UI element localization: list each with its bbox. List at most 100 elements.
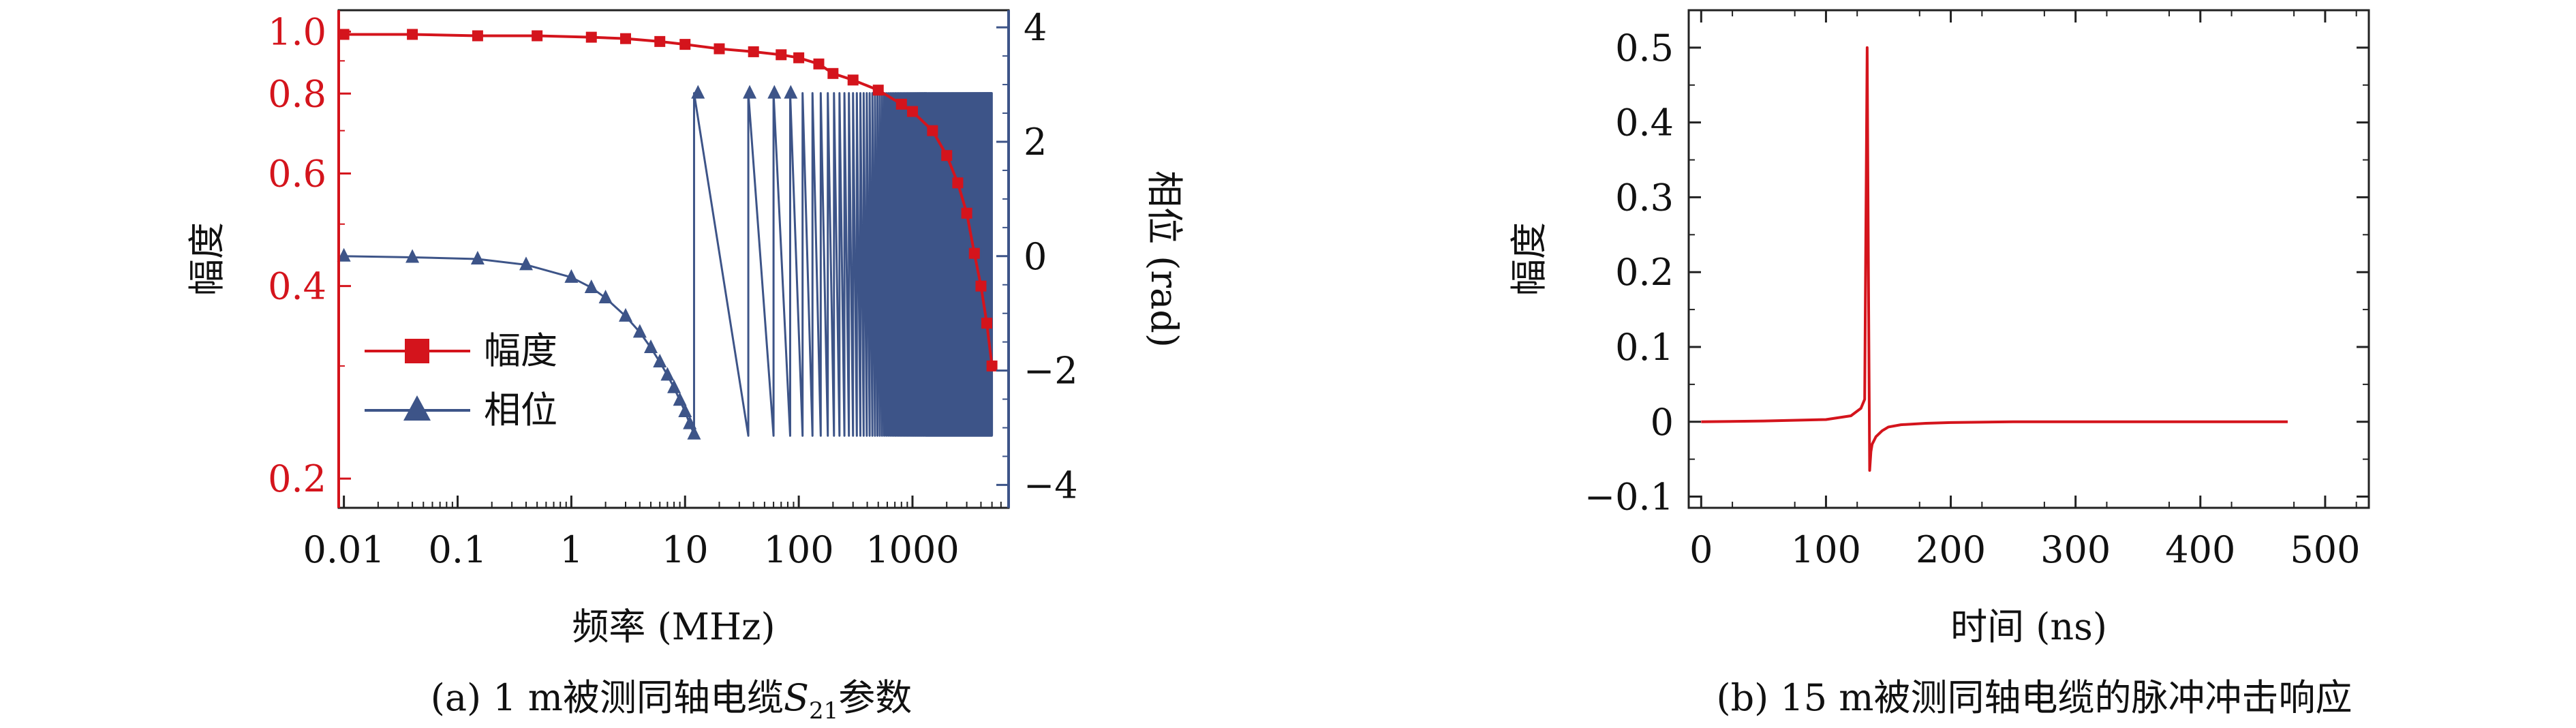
x-tick-label: 500 [2290, 528, 2360, 571]
y-tick-label: 0.3 [1615, 176, 1674, 219]
magnitude-point [975, 280, 987, 292]
legend-phase-marker [403, 395, 431, 421]
magnitude-point [872, 85, 884, 96]
x-tick-label: 1 [559, 528, 583, 571]
right-axis-ticks: −4 −2 0 2 4 [996, 6, 1078, 506]
magnitude-point [338, 29, 350, 40]
y-axis-ticks-b: −0.1 0 0.1 0.2 0.3 0.4 0.5 [1584, 10, 2369, 519]
x-tick-label: 0.1 [429, 528, 487, 571]
legend-magnitude-label: 幅度 [484, 329, 557, 372]
magnitude-series [338, 29, 998, 371]
x-tick-label: 200 [1916, 528, 1986, 571]
left-tick-label: 0.8 [268, 72, 326, 115]
magnitude-point [619, 33, 631, 44]
phase-point [405, 249, 420, 263]
x-tick-label: 10 [662, 528, 709, 571]
left-tick-label: 0.4 [268, 265, 326, 308]
phase-point [470, 251, 485, 264]
phase-point [337, 247, 351, 262]
phase-point [632, 324, 647, 338]
magnitude-point [941, 150, 953, 162]
caption-a-suffix: 参数 [838, 676, 912, 719]
y-axis-label-b: 幅度 [1507, 222, 1550, 296]
left-tick-label: 0.6 [268, 152, 326, 195]
phase-point [683, 415, 697, 429]
y-tick-label: 0.1 [1615, 326, 1674, 369]
magnitude-point [472, 30, 483, 42]
x-tick-label: 300 [2040, 528, 2111, 571]
magnitude-point [986, 360, 998, 371]
magnitude-point [793, 52, 805, 63]
chart-a-phase-magnitude: 0.01 0.1 1 10 100 1000 0.2 0.4 0.6 0.8 1.0 −4 −2 0 2… [185, 6, 1186, 725]
magnitude-point [679, 39, 691, 50]
phase-point [667, 379, 681, 393]
magnitude-point [906, 106, 918, 117]
phase-point [618, 307, 632, 322]
x-axis-label-a: 频率 (MHz) [572, 605, 775, 648]
right-tick-label: 4 [1024, 6, 1047, 49]
x-tick-label: 100 [764, 528, 834, 571]
caption-a-text: (a) 1 m被测同轴电缆 [431, 676, 784, 719]
x-axis-label-b: 时间 (ns) [1950, 605, 2107, 648]
phase-point [673, 392, 687, 406]
caption-a-symbol: S [784, 676, 809, 719]
chart-b-impulse-response: 0 100 200 300 400 500 −0.1 0 0.1 0.2 0.3 0.4 0.5 时间… [1507, 9, 2370, 719]
y-tick-label: 0 [1651, 401, 1674, 444]
phase-point [687, 425, 701, 440]
magnitude-point [776, 49, 787, 61]
y-tick-label: 0.2 [1615, 251, 1674, 294]
legend-phase-label: 相位 [484, 389, 557, 431]
magnitude-point [847, 74, 859, 86]
caption-b: (b) 15 m被测同轴电缆的脉冲冲击响应 [1717, 676, 2352, 719]
caption-a-subscript: 21 [809, 697, 838, 725]
phase-point [644, 339, 658, 354]
left-tick-label: 0.2 [268, 457, 326, 500]
phase-point [653, 354, 667, 368]
magnitude-point [654, 35, 666, 47]
right-axis-label: 相位 (rad) [1143, 170, 1186, 348]
magnitude-point [927, 125, 938, 136]
magnitude-point [407, 29, 418, 40]
phase-point [691, 85, 705, 99]
x-tick-label: 1000 [865, 528, 959, 571]
phase-point [743, 85, 757, 99]
magnitude-point [827, 67, 839, 79]
phase-point [767, 85, 782, 99]
right-tick-label: −4 [1024, 464, 1078, 506]
phase-point [519, 256, 533, 271]
phase-point [660, 367, 675, 381]
right-tick-label: 2 [1024, 121, 1047, 164]
phase-point [584, 279, 598, 293]
left-axis-ticks: 0.2 0.4 0.6 0.8 1.0 [268, 10, 351, 500]
legend: 幅度 相位 [365, 329, 557, 431]
left-axis-label: 幅度 [185, 222, 228, 296]
magnitude-point [952, 177, 964, 189]
plot-frame-b [1687, 9, 2370, 509]
magnitude-point [532, 30, 543, 42]
magnitude-point [813, 58, 825, 70]
right-tick-label: −2 [1024, 350, 1078, 393]
x-tick-label: 0.01 [303, 528, 385, 571]
y-tick-label: 0.4 [1615, 102, 1674, 145]
caption-a: (a) 1 m被测同轴电缆S21参数 [431, 676, 913, 725]
phase-line [343, 92, 994, 437]
x-axis-ticks-a: 0.01 0.1 1 10 100 1000 [303, 496, 1002, 571]
magnitude-point [968, 247, 980, 259]
phase-series [337, 85, 994, 440]
x-tick-label: 0 [1689, 528, 1713, 571]
impulse-line [1701, 46, 2288, 472]
magnitude-point [714, 43, 725, 55]
magnitude-point [895, 98, 907, 110]
x-axis-ticks-b: 0 100 200 300 400 500 [1689, 10, 2360, 571]
right-tick-label: 0 [1024, 235, 1047, 278]
magnitude-point [585, 31, 597, 43]
legend-magnitude-marker [405, 339, 429, 363]
y-tick-label: −0.1 [1584, 476, 1674, 519]
magnitude-point [748, 46, 759, 57]
y-tick-label: 0.5 [1615, 27, 1674, 70]
impulse-series [1701, 46, 2288, 472]
left-tick-label: 1.0 [268, 10, 326, 53]
phase-point [784, 85, 798, 99]
magnitude-point [961, 207, 972, 219]
